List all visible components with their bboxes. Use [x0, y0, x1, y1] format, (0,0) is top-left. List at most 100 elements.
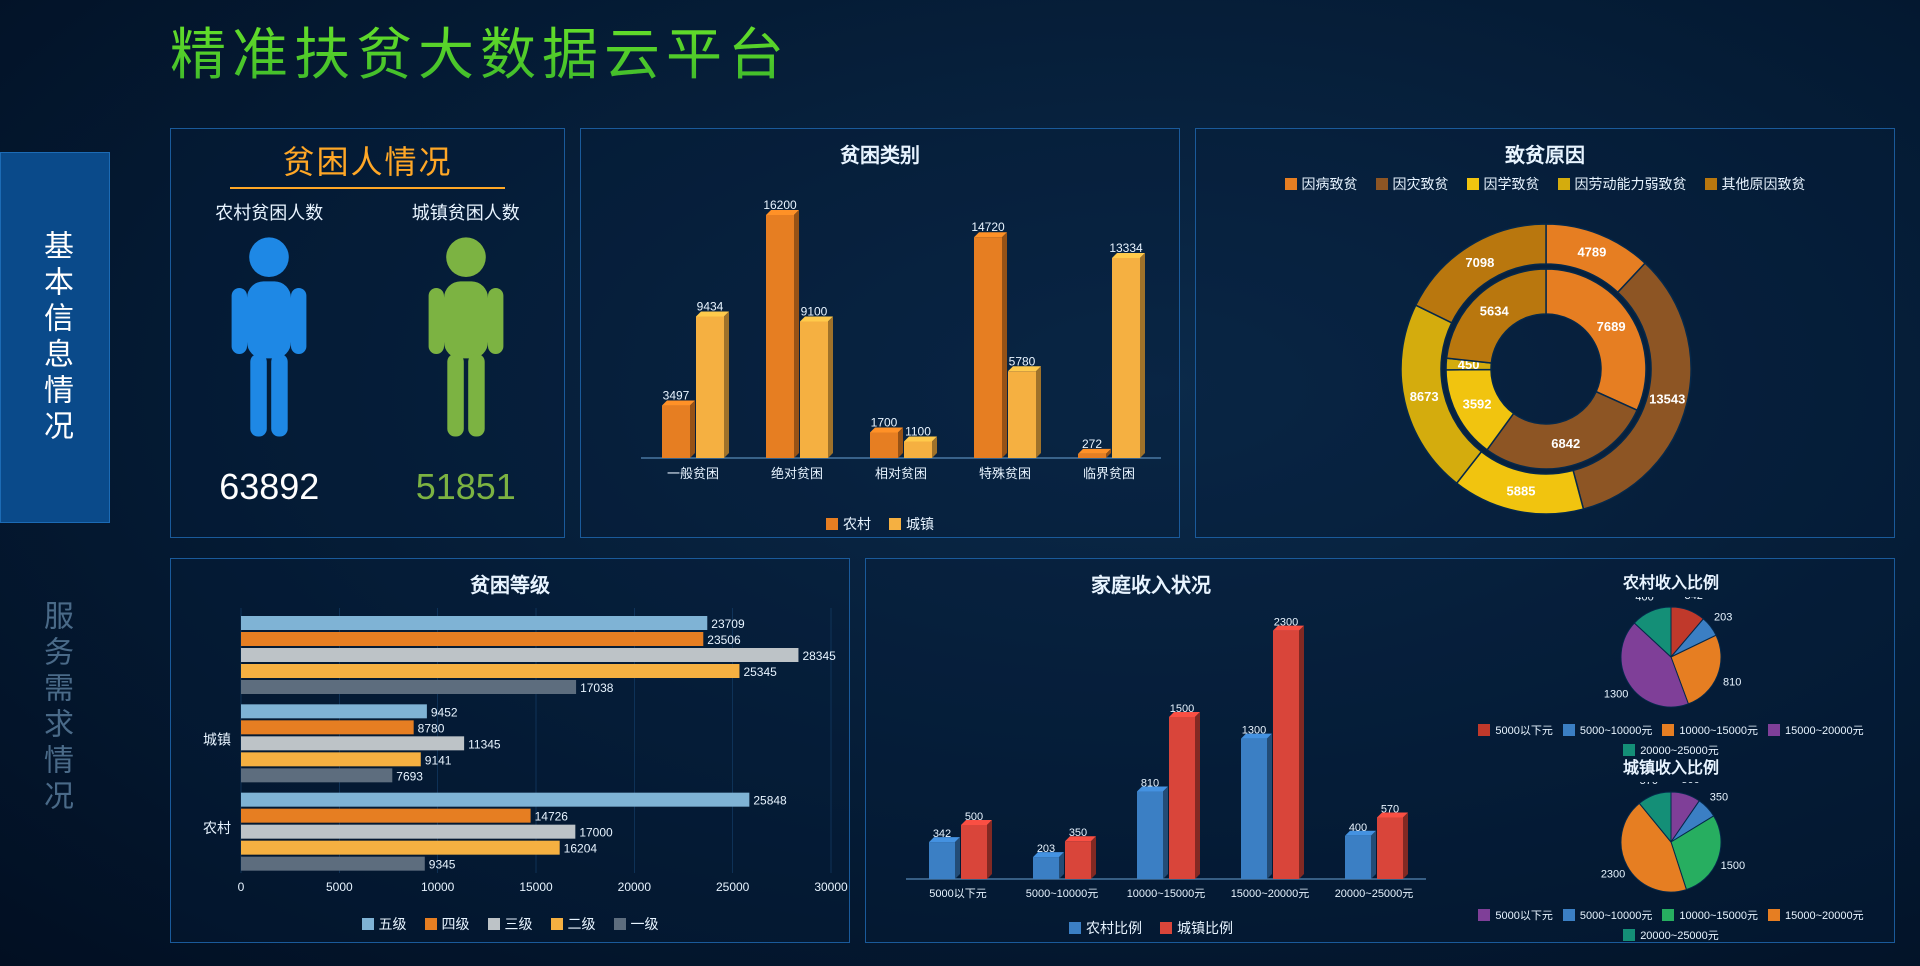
svg-text:25345: 25345	[743, 665, 777, 679]
svg-text:5000~10000元: 5000~10000元	[1026, 888, 1098, 900]
svg-text:5634: 5634	[1480, 303, 1510, 318]
svg-text:23506: 23506	[707, 633, 741, 647]
income-title: 家庭收入状况	[866, 559, 1436, 598]
svg-text:特殊贫困: 特殊贫困	[979, 466, 1031, 481]
svg-text:1500: 1500	[1170, 703, 1194, 715]
svg-text:810: 810	[1141, 778, 1159, 790]
level-title: 贫困等级	[171, 559, 849, 598]
svg-text:9100: 9100	[801, 305, 828, 319]
svg-text:10000~15000元: 10000~15000元	[1127, 888, 1206, 900]
svg-text:17000: 17000	[579, 826, 613, 840]
svg-text:1500: 1500	[1721, 860, 1745, 872]
svg-text:400: 400	[1349, 822, 1367, 834]
pie-urban-legend: 5000以下元5000~10000元10000~15000元15000~2000…	[1466, 907, 1876, 943]
svg-text:3497: 3497	[663, 389, 690, 403]
pie-urban-title: 城镇收入比例	[1466, 754, 1876, 778]
cause-chart: 7689684235924505634478913543588586737098	[1196, 194, 1896, 524]
svg-text:14726: 14726	[535, 810, 569, 824]
pie-rural-title: 农村收入比例	[1466, 569, 1876, 593]
svg-text:9434: 9434	[697, 299, 724, 313]
pie-urban: 500 350 1500 2300 570	[1466, 782, 1876, 902]
level-chart: 0500010000150002000025000300002370923506…	[171, 598, 851, 908]
svg-text:25000: 25000	[716, 880, 750, 894]
svg-text:13543: 13543	[1649, 391, 1685, 406]
svg-text:3592: 3592	[1463, 396, 1492, 411]
svg-text:1300: 1300	[1242, 725, 1266, 737]
svg-text:350: 350	[1710, 792, 1728, 804]
panel-cause: 致贫原因 因病致贫因灾致贫因学致贫因劳动能力弱致贫其他原因致贫 76896842…	[1195, 128, 1895, 538]
svg-text:临界贫困: 临界贫困	[1083, 466, 1135, 481]
svg-text:5000: 5000	[326, 880, 353, 894]
svg-text:23709: 23709	[711, 617, 745, 631]
income-chart: 5000以下元 342 500 5000~10000元 203 350 10000~1500…	[866, 589, 1436, 924]
rural-label: 农村贫困人数	[209, 199, 329, 225]
population-title: 贫困人情况	[171, 137, 564, 189]
panel-income: 家庭收入状况 5000以下元 342 500 5000~10000元 203 350 100…	[865, 558, 1895, 943]
svg-text:14720: 14720	[971, 220, 1005, 234]
svg-text:15000: 15000	[519, 880, 553, 894]
svg-text:203: 203	[1714, 612, 1732, 624]
svg-text:810: 810	[1723, 677, 1741, 689]
level-legend: 五级四级三级二级一级	[171, 914, 849, 934]
svg-text:203: 203	[1037, 843, 1055, 855]
panel-category: 贫困类别 一般贫困34979434绝对贫困162009100相对贫困170011…	[580, 128, 1180, 538]
svg-text:2300: 2300	[1274, 617, 1298, 629]
svg-text:16200: 16200	[763, 198, 797, 212]
svg-text:20000: 20000	[618, 880, 652, 894]
svg-text:10000: 10000	[421, 880, 455, 894]
person-icon	[406, 233, 526, 453]
category-title: 贫困类别	[581, 129, 1179, 168]
cause-legend: 因病致贫因灾致贫因学致贫因劳动能力弱致贫其他原因致贫	[1196, 174, 1894, 194]
person-icon	[209, 233, 329, 453]
svg-text:9141: 9141	[425, 753, 452, 767]
income-legend: 农村比例城镇比例	[866, 918, 1436, 938]
pie-rural-block: 农村收入比例 342 203 810 1300 400 5000以下元5000~1000…	[1466, 569, 1876, 758]
svg-text:城镇: 城镇	[203, 732, 231, 748]
svg-text:一般贫困: 一般贫困	[667, 466, 719, 481]
svg-text:9452: 9452	[431, 705, 458, 719]
svg-text:15000~20000元: 15000~20000元	[1231, 888, 1310, 900]
cause-title: 致贫原因	[1196, 129, 1894, 168]
sidebar-item-service[interactable]: 服务需求情况	[0, 523, 110, 892]
svg-text:农村: 农村	[203, 820, 231, 836]
svg-text:1300: 1300	[1604, 689, 1628, 701]
svg-text:272: 272	[1082, 437, 1102, 451]
svg-text:2300: 2300	[1601, 869, 1625, 881]
svg-text:6842: 6842	[1551, 436, 1580, 451]
svg-text:13334: 13334	[1109, 241, 1143, 255]
svg-text:5000以下元: 5000以下元	[929, 888, 986, 900]
svg-text:350: 350	[1069, 827, 1087, 839]
svg-text:20000~25000元: 20000~25000元	[1335, 888, 1414, 900]
svg-text:8780: 8780	[418, 721, 445, 735]
population-urban: 城镇贫困人数 51851	[406, 199, 526, 508]
population-rural: 农村贫困人数 63892	[209, 199, 329, 508]
svg-text:5885: 5885	[1507, 483, 1536, 498]
sidebar-item-basic[interactable]: 基本信息情况	[0, 152, 110, 523]
category-chart: 一般贫困34979434绝对贫困162009100相对贫困17001100特殊贫…	[581, 168, 1181, 508]
svg-text:7693: 7693	[396, 769, 423, 783]
svg-text:400: 400	[1635, 597, 1653, 604]
svg-text:1100: 1100	[905, 425, 931, 439]
svg-text:30000: 30000	[814, 880, 848, 894]
svg-text:25848: 25848	[753, 794, 787, 808]
svg-text:16204: 16204	[564, 842, 598, 856]
urban-label: 城镇贫困人数	[406, 199, 526, 225]
pie-rural-legend: 5000以下元5000~10000元10000~15000元15000~2000…	[1466, 722, 1876, 758]
svg-text:342: 342	[1685, 597, 1703, 602]
svg-text:5780: 5780	[1009, 354, 1036, 368]
panel-level: 贫困等级 05000100001500020000250003000023709…	[170, 558, 850, 943]
page-title: 精准扶贫大数据云平台	[170, 10, 790, 91]
svg-text:9345: 9345	[429, 858, 456, 872]
svg-text:28345: 28345	[802, 649, 836, 663]
svg-text:570: 570	[1640, 782, 1658, 787]
svg-text:500: 500	[1681, 782, 1699, 786]
urban-value: 51851	[406, 466, 526, 508]
svg-text:4789: 4789	[1577, 245, 1606, 260]
category-legend: 农村城镇	[581, 514, 1179, 534]
svg-text:342: 342	[933, 828, 951, 840]
svg-text:相对贫困: 相对贫困	[875, 466, 927, 481]
svg-text:500: 500	[965, 811, 983, 823]
svg-text:8673: 8673	[1410, 389, 1439, 404]
svg-text:17038: 17038	[580, 681, 614, 695]
pie-rural: 342 203 810 1300 400	[1466, 597, 1876, 717]
